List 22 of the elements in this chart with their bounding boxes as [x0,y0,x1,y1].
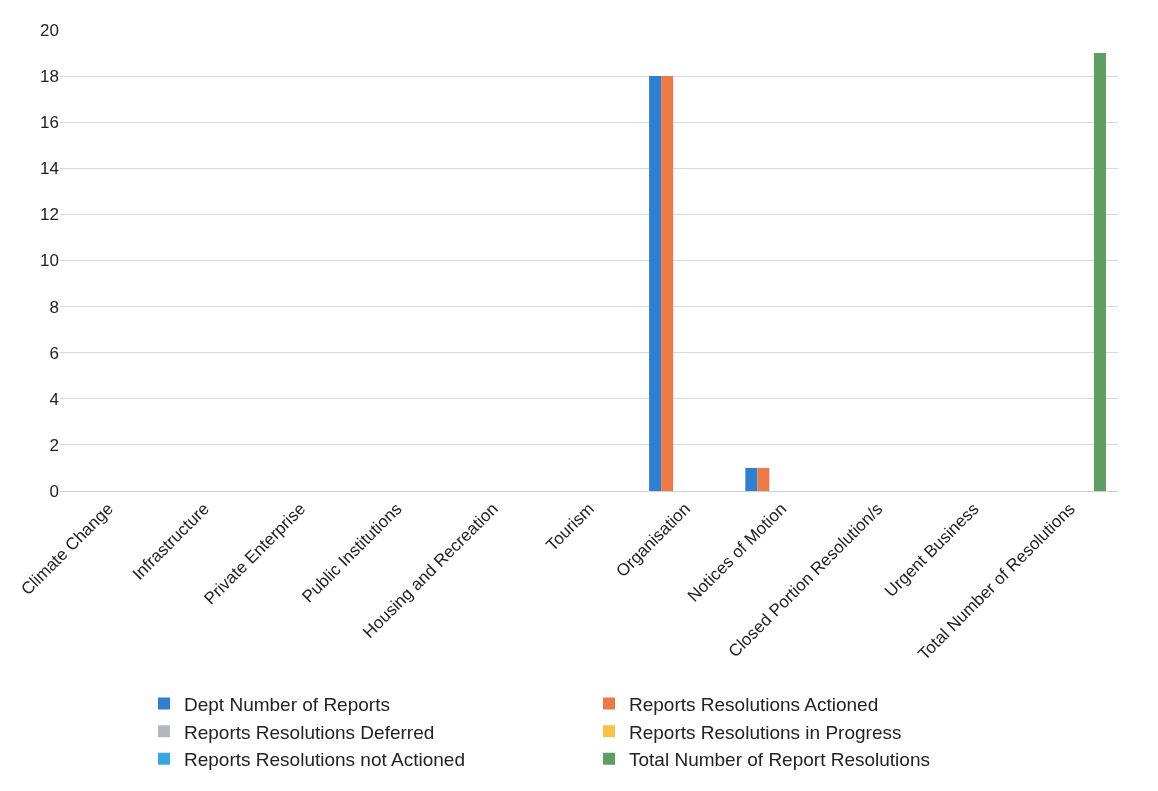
bar [649,76,662,491]
y-tick-label: 10 [40,251,59,271]
legend-label: Total Number of Report Resolutions [629,749,930,771]
y-tick-label: 20 [40,20,59,40]
y-tick-label: 8 [49,297,59,317]
bar [661,76,674,491]
y-tick-label: 16 [40,113,59,133]
y-tick-label: 4 [49,389,59,409]
y-tick-label: 6 [49,343,59,363]
y-tick-label: 0 [49,481,59,501]
bar [745,467,758,491]
bar [1093,53,1106,491]
legend-label: Reports Resolutions not Actioned [184,749,465,771]
y-tick-label: 18 [40,67,59,87]
y-tick-label: 14 [40,159,59,179]
legend-label: Reports Resolutions in Progress [629,721,902,743]
y-tick-label: 12 [40,205,59,225]
legend-label: Reports Resolutions Actioned [629,693,879,715]
legend-label: Dept Number of Reports [184,693,390,715]
legend-label: Reports Resolutions Deferred [184,721,435,743]
y-tick-label: 2 [49,435,59,455]
bar [757,467,770,491]
